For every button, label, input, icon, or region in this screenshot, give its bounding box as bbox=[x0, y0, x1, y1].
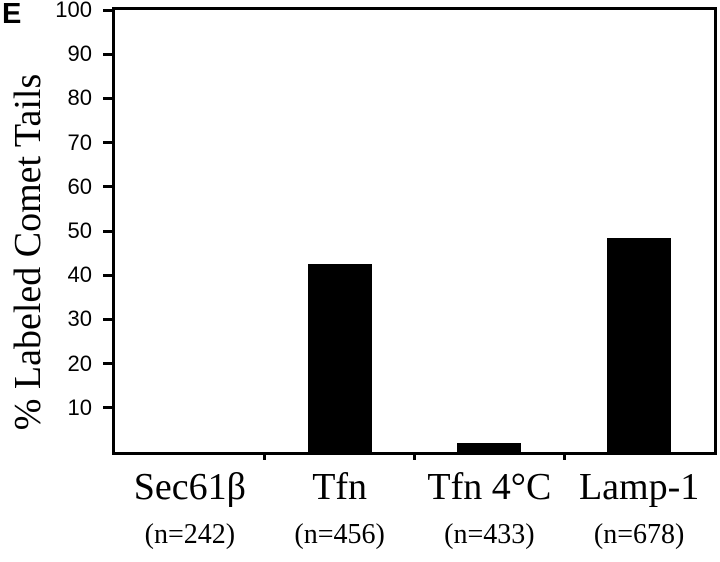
y-axis-title: % Labeled Comet Tails bbox=[7, 73, 49, 431]
y-axis-tick-label: 80 bbox=[67, 85, 92, 111]
x-axis-tick bbox=[413, 452, 416, 460]
x-category-label: Tfn 4°C bbox=[427, 466, 552, 508]
x-category-label: Sec61β bbox=[133, 466, 246, 508]
y-axis-tick bbox=[103, 317, 112, 321]
y-axis-tick-label: 50 bbox=[67, 218, 92, 243]
sample-size-label: (n=242) bbox=[144, 519, 236, 550]
y-axis-tick-label: 100 bbox=[55, 0, 92, 22]
y-axis-tick-label: 60 bbox=[67, 173, 92, 199]
x-axis-tick bbox=[263, 452, 267, 460]
y-axis-tick-label: 10 bbox=[67, 394, 92, 420]
plot-area: 10 20 30 40 50 60 70 80 90 100 bbox=[55, 0, 717, 460]
bar-tfn bbox=[307, 264, 372, 452]
x-category-label: Lamp-1 bbox=[578, 466, 700, 508]
y-axis-tick bbox=[103, 406, 112, 410]
y-axis-tick bbox=[103, 8, 112, 12]
y-axis-tick bbox=[103, 96, 112, 100]
y-axis-tick-label: 30 bbox=[67, 306, 92, 332]
bar-lamp-1 bbox=[607, 237, 672, 452]
y-axis-tick bbox=[103, 52, 112, 56]
y-axis-tick-label: 70 bbox=[67, 129, 92, 155]
panel-letter-label: E bbox=[2, 0, 21, 30]
sample-size-label: (n=678) bbox=[593, 519, 685, 550]
y-axis-tick bbox=[103, 362, 112, 366]
bar-tfn-4-c bbox=[457, 443, 522, 452]
y-axis-tick bbox=[103, 141, 112, 145]
x-category-label: Tfn bbox=[312, 466, 368, 508]
y-axis-tick bbox=[103, 229, 112, 233]
y-axis-tick bbox=[103, 273, 112, 277]
sample-size-label: (n=456) bbox=[294, 519, 385, 550]
sample-size-label: (n=433) bbox=[444, 519, 535, 550]
y-axis-tick-label: 20 bbox=[67, 350, 92, 376]
x-axis-tick bbox=[562, 452, 566, 460]
y-axis-tick-label: 40 bbox=[67, 262, 92, 288]
y-axis-tick bbox=[103, 185, 112, 189]
y-axis-tick-label: 90 bbox=[67, 41, 92, 67]
